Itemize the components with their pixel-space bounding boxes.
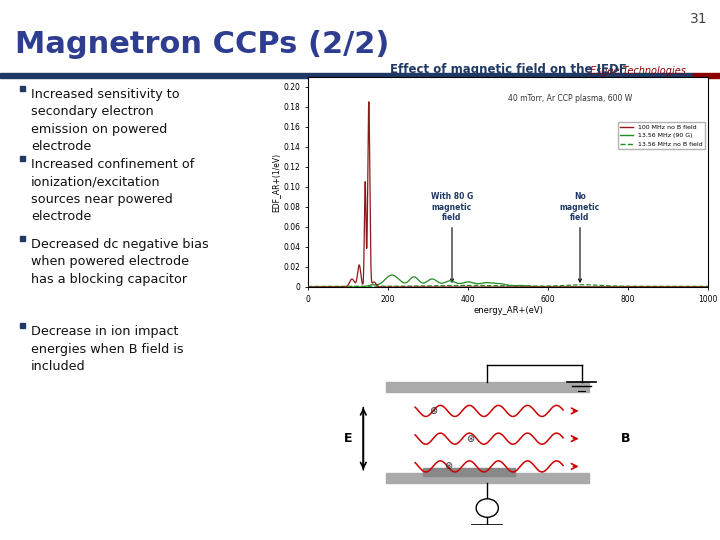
Text: Decreased dc negative bias
when powered electrode
has a blocking capacitor: Decreased dc negative bias when powered … bbox=[31, 238, 209, 286]
Text: Increased confinement of
ionization/excitation
sources near powered
electrode: Increased confinement of ionization/exci… bbox=[31, 158, 194, 224]
Text: ⊛: ⊛ bbox=[444, 461, 452, 471]
Text: 40 mTorr, Ar CCP plasma, 600 W: 40 mTorr, Ar CCP plasma, 600 W bbox=[508, 94, 632, 103]
Text: ∿: ∿ bbox=[482, 503, 492, 513]
Bar bbox=[20, 156, 25, 161]
Bar bbox=[693, 73, 720, 78]
Text: Esgee Technologies: Esgee Technologies bbox=[590, 66, 686, 76]
Bar bbox=[20, 323, 25, 328]
Bar bbox=[385, 382, 589, 393]
Title: Effect of magnetic field on the IEDF: Effect of magnetic field on the IEDF bbox=[390, 63, 626, 76]
Bar bbox=[385, 472, 589, 483]
Y-axis label: EDF_AR+(1/eV): EDF_AR+(1/eV) bbox=[271, 152, 281, 212]
Legend: 100 MHz no B field, 13.56 MHz (90 G), 13.56 MHz no B field: 100 MHz no B field, 13.56 MHz (90 G), 13… bbox=[618, 122, 705, 150]
Text: ⊛: ⊛ bbox=[430, 406, 438, 416]
Text: Increased sensitivity to
secondary electron
emission on powered
electrode: Increased sensitivity to secondary elect… bbox=[31, 88, 179, 153]
Text: No
magnetic
field: No magnetic field bbox=[560, 192, 600, 282]
Text: B: B bbox=[621, 432, 631, 445]
Text: Magnetron CCPs (2/2): Magnetron CCPs (2/2) bbox=[15, 30, 390, 59]
Text: Decrease in ion impact
energies when B field is
included: Decrease in ion impact energies when B f… bbox=[31, 325, 184, 373]
Bar bbox=[423, 468, 515, 476]
Circle shape bbox=[476, 499, 498, 517]
Bar bbox=[20, 236, 25, 241]
Text: 31: 31 bbox=[690, 12, 708, 26]
Bar bbox=[20, 86, 25, 91]
Text: With 80 G
magnetic
field: With 80 G magnetic field bbox=[431, 192, 473, 282]
Text: ⊛: ⊛ bbox=[467, 434, 474, 444]
Bar bbox=[0, 73, 693, 78]
Text: E: E bbox=[344, 432, 353, 445]
X-axis label: energy_AR+(eV): energy_AR+(eV) bbox=[473, 306, 543, 315]
